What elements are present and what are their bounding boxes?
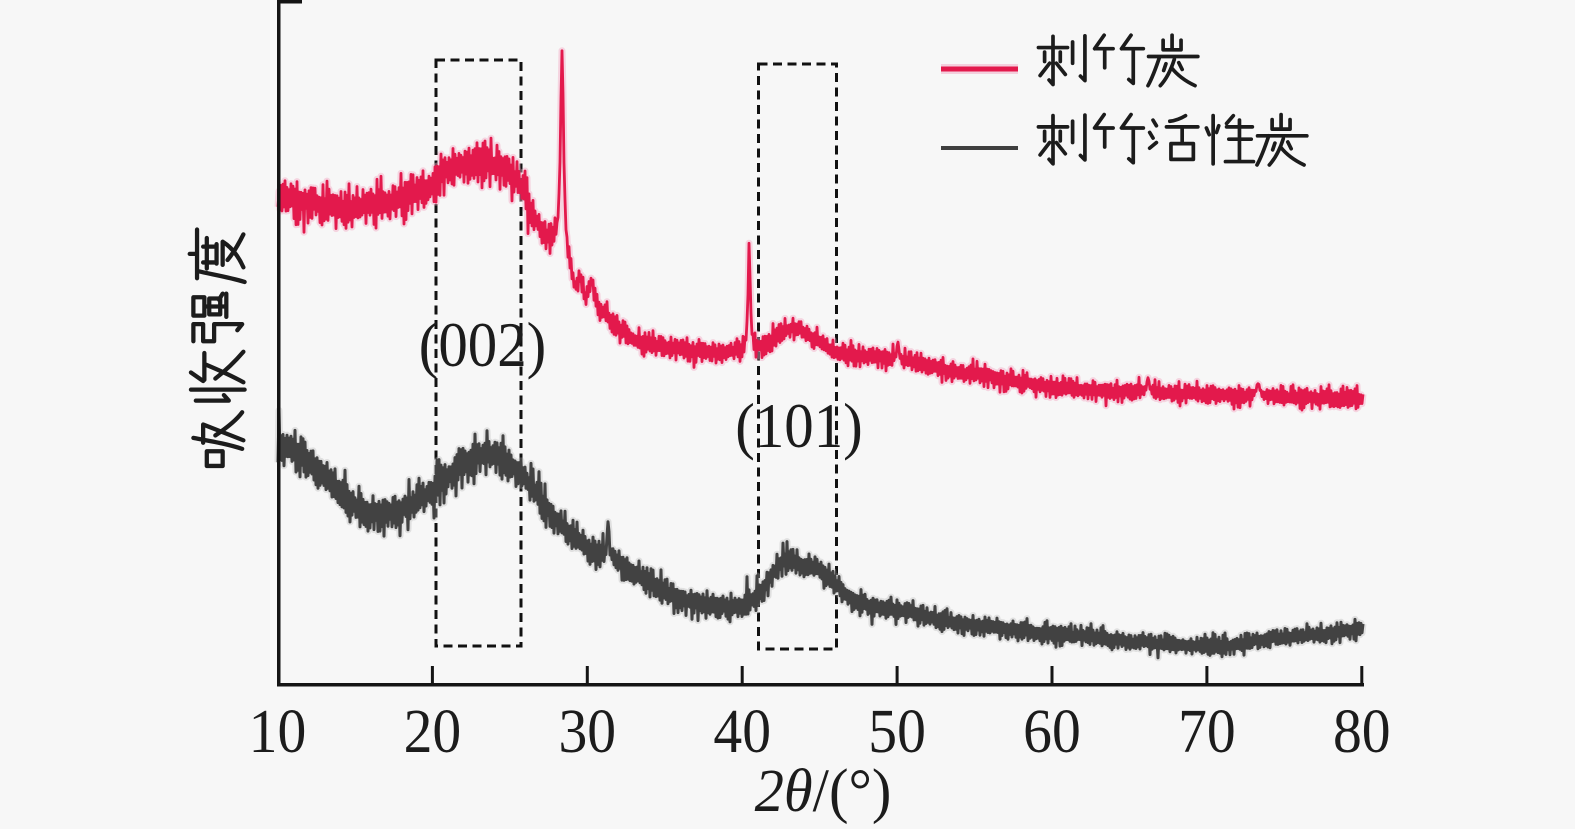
svg-text:80: 80 [1333,697,1391,765]
svg-text:10: 10 [249,697,307,765]
svg-text:20: 20 [404,697,462,765]
svg-text:30: 30 [558,697,616,765]
svg-text:40: 40 [713,697,771,765]
svg-text:2θ/(°): 2θ/(°) [755,757,892,824]
svg-text:50: 50 [868,697,926,765]
svg-text:70: 70 [1178,697,1236,765]
svg-text:(002): (002) [419,310,547,381]
svg-text:60: 60 [1023,697,1081,765]
svg-text:(101): (101) [735,391,863,462]
